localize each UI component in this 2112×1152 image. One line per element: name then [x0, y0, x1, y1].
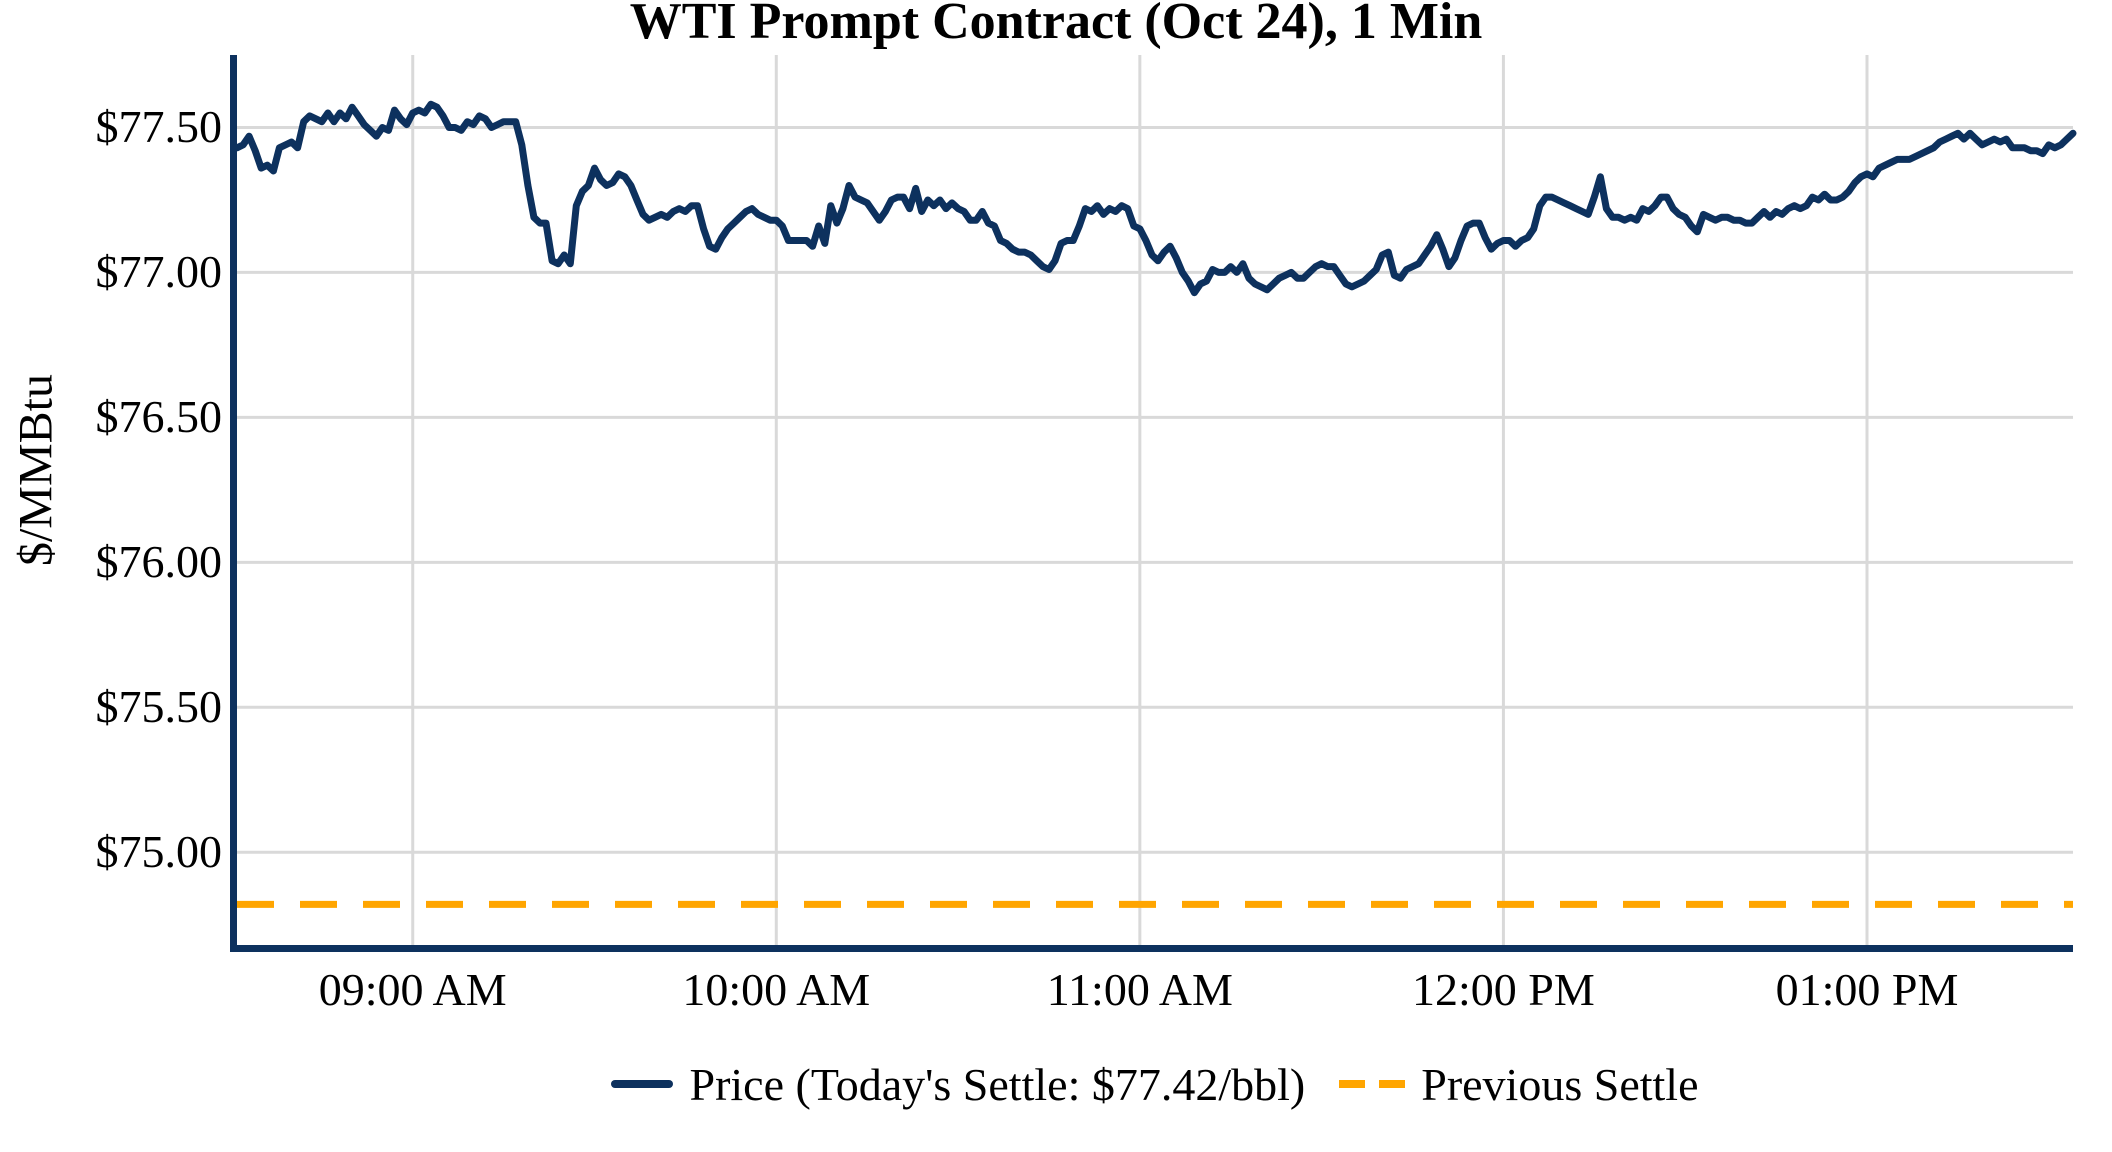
x-tick-label: 09:00 AM — [318, 964, 507, 1015]
legend-price-label: Price (Today's Settle: $77.42/bbl) — [689, 1058, 1306, 1110]
y-axis-spine — [230, 55, 237, 952]
legend-item-price: Price (Today's Settle: $77.42/bbl) — [611, 1058, 1305, 1111]
price-line — [233, 100, 2077, 297]
y-tick-label: $75.50 — [95, 681, 223, 733]
y-tick-label: $76.00 — [95, 536, 223, 588]
x-tick-label: 10:00 AM — [682, 964, 871, 1015]
x-tick-label: 01:00 PM — [1775, 964, 1959, 1015]
x-tick-label: 12:00 PM — [1412, 964, 1595, 1015]
previous-settle-dashed-swatch-icon — [1339, 1080, 1406, 1088]
chart-legend: Price (Today's Settle: $77.42/bbl) Previ… — [237, 1052, 2073, 1116]
price-line-swatch-icon — [611, 1080, 674, 1088]
y-tick-label: $77.00 — [95, 246, 223, 298]
y-tick-label: $75.00 — [95, 826, 223, 878]
legend-previous-settle-label: Previous Settle — [1421, 1058, 1699, 1110]
x-axis-spine — [230, 945, 2073, 952]
x-tick-label: 11:00 AM — [1046, 964, 1233, 1015]
y-tick-label: $77.50 — [95, 101, 223, 153]
legend-item-previous-settle: Previous Settle — [1339, 1058, 1699, 1111]
chart-title: WTI Prompt Contract (Oct 24), 1 Min — [629, 0, 1483, 50]
y-tick-label: $76.50 — [95, 391, 223, 443]
